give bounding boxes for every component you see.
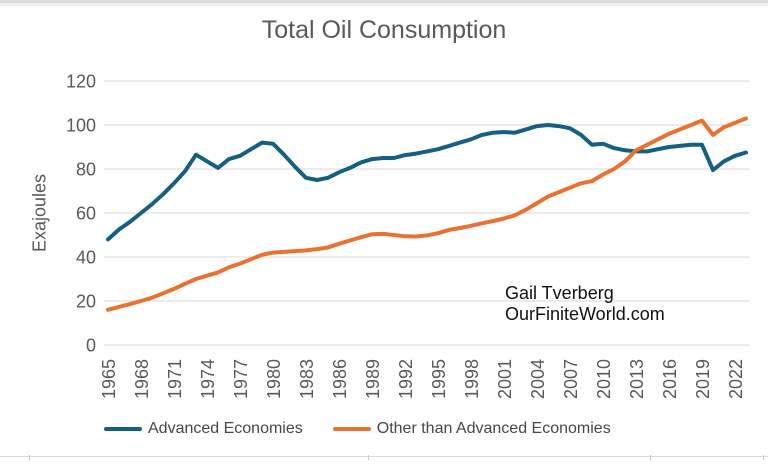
x-tick-label: 1995 xyxy=(429,359,449,399)
x-tick-label: 1980 xyxy=(264,359,284,399)
y-tick-label: 120 xyxy=(66,72,96,92)
x-tick-label: 1971 xyxy=(165,359,185,399)
sheet-gridline-top-shadow xyxy=(0,3,768,6)
y-tick-label: 20 xyxy=(76,292,96,312)
legend-label-other: Other than Advanced Economies xyxy=(376,420,611,437)
annotation-author: Gail Tverberg xyxy=(505,283,614,303)
legend-item-advanced: Advanced Economies xyxy=(104,420,303,438)
y-tick-label: 0 xyxy=(86,336,96,356)
x-tick-label: 2010 xyxy=(594,359,614,399)
x-tick-label: 2004 xyxy=(528,359,548,399)
legend-label-advanced: Advanced Economies xyxy=(148,420,303,437)
x-tick-label: 1989 xyxy=(363,359,383,399)
x-tick-label: 1986 xyxy=(330,359,350,399)
sheet-gridline-bottom xyxy=(0,456,768,457)
chart-annotation: Gail Tverberg OurFiniteWorld.com xyxy=(505,283,665,325)
chart-title: Total Oil Consumption xyxy=(261,16,507,44)
x-tick-label: 1992 xyxy=(396,359,416,399)
x-tick-label: 1974 xyxy=(198,359,218,399)
sheet-column-tick xyxy=(763,455,764,460)
x-tick-label: 1983 xyxy=(297,359,317,399)
y-tick-label: 80 xyxy=(76,160,96,180)
y-tick-label: 40 xyxy=(76,248,96,268)
x-tick-label: 1968 xyxy=(132,359,152,399)
sheet-column-tick xyxy=(368,455,369,460)
series-line-0 xyxy=(106,123,748,242)
x-tick-label: 2013 xyxy=(627,359,647,399)
sheet-column-tick xyxy=(650,455,651,460)
legend-swatch-other xyxy=(332,427,371,431)
annotation-website: OurFiniteWorld.com xyxy=(505,304,665,324)
sheet-column-tick xyxy=(29,455,30,460)
x-tick-label: 2007 xyxy=(561,359,581,399)
y-tick-label: 100 xyxy=(66,116,96,136)
sheet-gridline-top xyxy=(0,0,768,3)
x-tick-label: 2019 xyxy=(693,359,713,399)
legend-item-other: Other than Advanced Economies xyxy=(332,420,611,438)
legend-swatch-advanced xyxy=(104,427,142,431)
x-tick-label: 2016 xyxy=(660,359,680,399)
x-tick-label: 1998 xyxy=(462,359,482,399)
x-tick-label: 2022 xyxy=(726,359,746,399)
chart-legend: Advanced Economies Other than Advanced E… xyxy=(104,418,724,440)
y-tick-label: 60 xyxy=(76,204,96,224)
x-tick-label: 2001 xyxy=(495,359,515,399)
series-line-1 xyxy=(106,116,748,312)
x-tick-label: 1977 xyxy=(231,359,251,399)
x-tick-label: 1965 xyxy=(99,359,119,399)
